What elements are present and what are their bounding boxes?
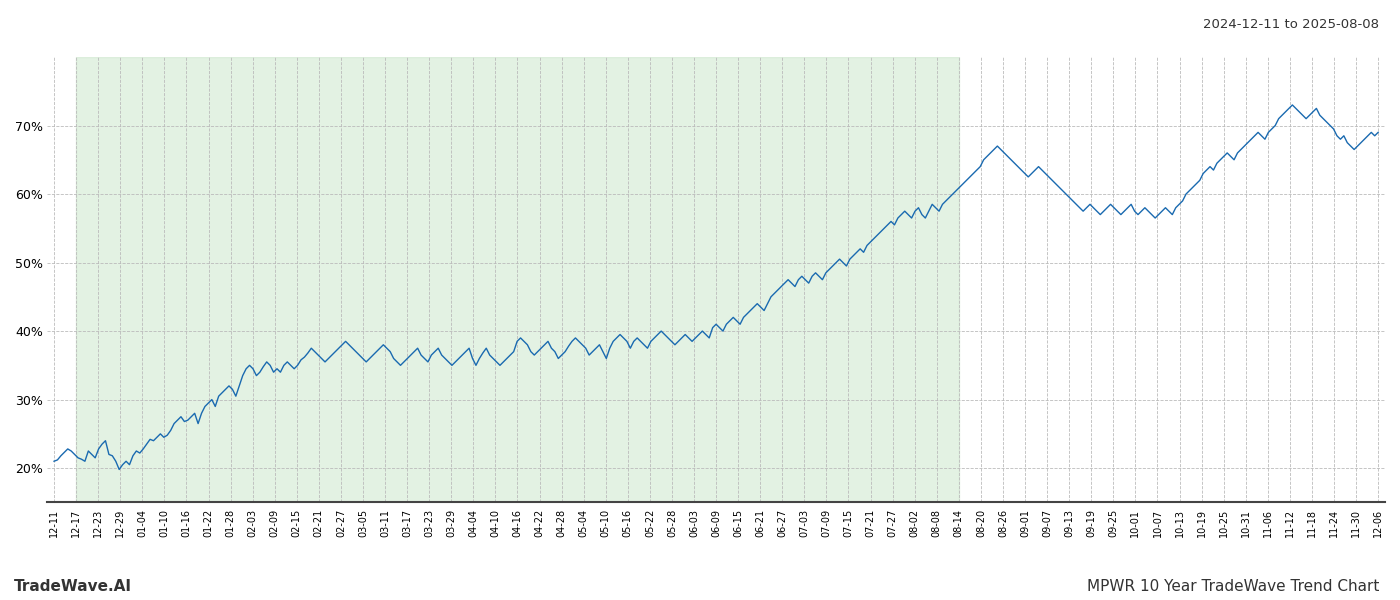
Text: MPWR 10 Year TradeWave Trend Chart: MPWR 10 Year TradeWave Trend Chart (1086, 579, 1379, 594)
Text: 2024-12-11 to 2025-08-08: 2024-12-11 to 2025-08-08 (1203, 18, 1379, 31)
Bar (76, 57, 959, 502)
Text: TradeWave.AI: TradeWave.AI (14, 579, 132, 594)
